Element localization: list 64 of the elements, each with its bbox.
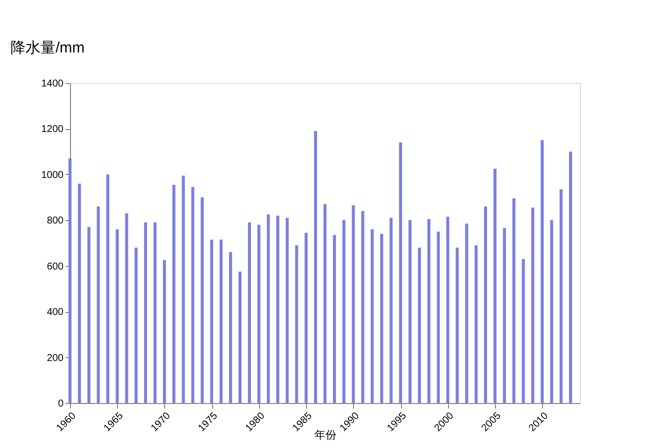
bar [304, 232, 308, 403]
bar [200, 197, 204, 403]
bar [314, 131, 318, 403]
bar [276, 216, 280, 403]
bar [361, 211, 364, 403]
bar [191, 187, 194, 403]
bar [87, 227, 90, 403]
bar [106, 174, 110, 403]
bar [399, 142, 402, 403]
y-tick-label: 800 [46, 216, 64, 227]
bar [531, 208, 534, 403]
bar [352, 205, 355, 403]
bar [456, 248, 459, 403]
y-tick-label: 400 [46, 307, 64, 318]
bar [540, 140, 544, 403]
bar [220, 240, 223, 403]
bar [172, 184, 176, 403]
bar [390, 218, 393, 403]
bar [248, 222, 251, 403]
bar [465, 224, 468, 403]
bar [484, 206, 488, 403]
bar [512, 198, 516, 403]
y-tick-label: 1200 [41, 124, 64, 136]
y-axis-title: 降水量/mm [10, 40, 85, 56]
y-tick-label: 1000 [41, 170, 64, 181]
bar [342, 220, 346, 403]
bar [295, 245, 298, 403]
bar [96, 206, 100, 403]
bar [560, 189, 563, 403]
bar [569, 152, 572, 403]
bar [238, 272, 242, 403]
bar [286, 218, 289, 403]
bar [418, 248, 421, 403]
bar [446, 216, 450, 403]
bar [332, 235, 336, 403]
bar [380, 234, 384, 403]
bar [154, 222, 156, 403]
bar [436, 232, 440, 403]
bar [134, 248, 138, 403]
y-tick-label: 200 [46, 352, 64, 364]
bar [324, 204, 326, 403]
bar [182, 176, 185, 403]
bar [210, 240, 214, 403]
bar [370, 229, 374, 403]
bar [229, 252, 232, 403]
bar [266, 214, 270, 403]
bar [162, 260, 166, 403]
bar [494, 168, 496, 403]
x-axis-title: 年份 [314, 429, 336, 442]
y-tick-label: 0 [58, 398, 64, 410]
bar [502, 228, 506, 403]
y-tick-label: 1400 [41, 78, 64, 90]
bar [408, 220, 412, 403]
bar [550, 220, 554, 403]
bar [257, 224, 260, 403]
bar [116, 229, 119, 403]
y-tick-label: 600 [46, 261, 64, 272]
bar [427, 219, 430, 403]
bar [68, 158, 72, 403]
bar [144, 222, 148, 403]
bar [522, 259, 525, 403]
bar [125, 213, 128, 403]
bar [474, 245, 478, 403]
bar [78, 184, 81, 403]
